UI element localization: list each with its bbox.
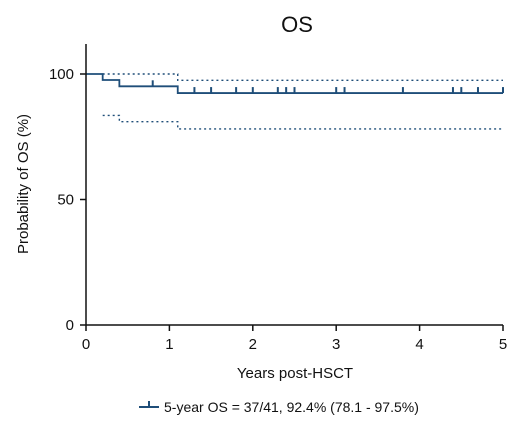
y-tick-label: 0 <box>66 317 74 334</box>
upper-ci-line <box>102 73 503 81</box>
x-tick-label: 0 <box>82 336 90 353</box>
x-tick-label: 3 <box>332 336 340 353</box>
x-axis-label: Years post-HSCT <box>237 365 353 382</box>
x-tick-label: 4 <box>415 336 423 353</box>
y-axis-label: Probability of OS (%) <box>15 114 32 254</box>
y-tick-label: 100 <box>49 66 74 83</box>
survival-curve <box>86 73 503 94</box>
lower-ci-line <box>102 114 503 130</box>
legend: 5-year OS = 37/41, 92.4% (78.1 - 97.5%) <box>139 399 419 415</box>
x-tick-label: 5 <box>499 336 507 353</box>
y-tick-label: 50 <box>57 192 74 209</box>
x-tick-label: 1 <box>165 336 173 353</box>
chart-title: OS <box>281 12 313 37</box>
legend-label: 5-year OS = 37/41, 92.4% (78.1 - 97.5%) <box>164 399 419 415</box>
x-tick-label: 2 <box>249 336 257 353</box>
plot-area <box>86 73 504 130</box>
